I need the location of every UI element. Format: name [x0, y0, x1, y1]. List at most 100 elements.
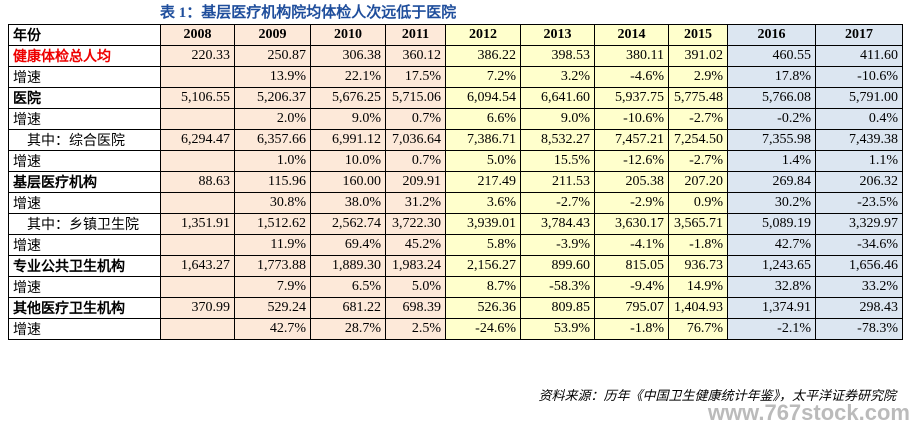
- table-cell: 0.7%: [385, 108, 446, 130]
- source-note: 资料来源：历年《中国卫生健康统计年鉴》，太平洋证券研究院: [538, 388, 896, 403]
- table-cell: 6,641.60: [520, 87, 595, 109]
- table-cell: -9.4%: [594, 276, 669, 298]
- table-cell: -58.3%: [520, 276, 595, 298]
- table-cell: -2.7%: [668, 150, 728, 172]
- table-cell: 8.7%: [445, 276, 521, 298]
- table-cell: 5,791.00: [815, 87, 903, 109]
- table-cell: -1.8%: [594, 318, 669, 340]
- table-cell: 298.43: [815, 297, 903, 319]
- table-cell: 5,766.08: [727, 87, 816, 109]
- table-cell: -78.3%: [815, 318, 903, 340]
- table-cell: 6.5%: [310, 276, 386, 298]
- table-cell: 5,775.48: [668, 87, 728, 109]
- table-cell: 其他医疗卫生机构: [8, 297, 161, 319]
- table-cell: 5,715.06: [385, 87, 446, 109]
- table-cell: -2.7%: [520, 192, 595, 214]
- table-cell: 398.53: [520, 45, 595, 67]
- table-cell: 0.7%: [385, 150, 446, 172]
- table-cell: 30.8%: [234, 192, 311, 214]
- table-cell: 7.2%: [445, 66, 521, 88]
- table-cell: 增速: [8, 234, 161, 256]
- table-cell: 7,254.50: [668, 129, 728, 151]
- table-cell: 3.6%: [445, 192, 521, 214]
- table-cell: 936.73: [668, 255, 728, 277]
- table-cell: 1,374.91: [727, 297, 816, 319]
- table-cell: 9.0%: [520, 108, 595, 130]
- table-cell: 1,351.91: [160, 213, 235, 235]
- table-row: 健康体检总人均 220.33 250.87 306.38 360.12 386.22 398…: [8, 45, 903, 67]
- table-cell: [160, 150, 235, 172]
- table-cell: 5,937.75: [594, 87, 669, 109]
- table-cell: -24.6%: [445, 318, 521, 340]
- table-cell: 2009: [234, 24, 311, 46]
- table-cell: 1,243.65: [727, 255, 816, 277]
- table-cell: 1,643.27: [160, 255, 235, 277]
- table-cell: 2013: [520, 24, 595, 46]
- table-cell: 增速: [8, 192, 161, 214]
- table-cell: 526.36: [445, 297, 521, 319]
- table-cell: 3,329.97: [815, 213, 903, 235]
- table-cell: 6,294.47: [160, 129, 235, 151]
- table-cell: -12.6%: [594, 150, 669, 172]
- table-cell: 专业公共卫生机构: [8, 255, 161, 277]
- table-cell: 增速: [8, 108, 161, 130]
- table-cell: 1,889.30: [310, 255, 386, 277]
- table-row: 增速 42.7% 28.7% 2.5% -24.6% 53.9% -1.8% 76.7% -2.…: [8, 318, 903, 340]
- table-row: 增速 2.0% 9.0% 0.7% 6.6% 9.0% -10.6% -2.7% -0.2% 0.…: [8, 108, 903, 130]
- table-cell: 2008: [160, 24, 235, 46]
- table-cell: 2.5%: [385, 318, 446, 340]
- table-cell: 2010: [310, 24, 386, 46]
- table-cell: 7,386.71: [445, 129, 521, 151]
- table-cell: 5,106.55: [160, 87, 235, 109]
- table-cell: 健康体检总人均: [8, 45, 161, 67]
- table-cell: 1,983.24: [385, 255, 446, 277]
- table-cell: 22.1%: [310, 66, 386, 88]
- table-cell: -4.6%: [594, 66, 669, 88]
- table-cell: 2,562.74: [310, 213, 386, 235]
- table-cell: 681.22: [310, 297, 386, 319]
- table-cell: -23.5%: [815, 192, 903, 214]
- table-cell: 5,206.37: [234, 87, 311, 109]
- table-cell: 2.0%: [234, 108, 311, 130]
- table-cell: 698.39: [385, 297, 446, 319]
- table-cell: 411.60: [815, 45, 903, 67]
- table-cell: 2011: [385, 24, 446, 46]
- table-cell: 815.05: [594, 255, 669, 277]
- table-cell: 增速: [8, 150, 161, 172]
- table-row: 基层医疗机构 88.63 115.96 160.00 209.91 217.49 211.5…: [8, 171, 903, 193]
- table-cell: 220.33: [160, 45, 235, 67]
- table-cell: 增速: [8, 66, 161, 88]
- table-cell: 17.5%: [385, 66, 446, 88]
- table-cell: 28.7%: [310, 318, 386, 340]
- table-cell: 1.4%: [727, 150, 816, 172]
- table-row: 增速 1.0% 10.0% 0.7% 5.0% 15.5% -12.6% -2.7% 1.4% 1…: [8, 150, 903, 172]
- table-cell: 5.0%: [445, 150, 521, 172]
- table-cell: 160.00: [310, 171, 386, 193]
- table-cell: 7,457.21: [594, 129, 669, 151]
- table-cell: 6,094.54: [445, 87, 521, 109]
- table-cell: 3,565.71: [668, 213, 728, 235]
- table-cell: 10.0%: [310, 150, 386, 172]
- table-cell: -0.2%: [727, 108, 816, 130]
- table-cell: 2015: [668, 24, 728, 46]
- table-cell: 其中：综合医院: [8, 129, 161, 151]
- table-cell: 13.9%: [234, 66, 311, 88]
- table-cell: 45.2%: [385, 234, 446, 256]
- table-cell: 1,512.62: [234, 213, 311, 235]
- table-cell: 0.4%: [815, 108, 903, 130]
- table-row: 其他医疗卫生机构 370.99 529.24 681.22 698.39 526.36 80…: [8, 297, 903, 319]
- table-cell: 32.8%: [727, 276, 816, 298]
- table-cell: 11.9%: [234, 234, 311, 256]
- table-cell: 206.32: [815, 171, 903, 193]
- table-cell: 3,939.01: [445, 213, 521, 235]
- table-cell: 1.0%: [234, 150, 311, 172]
- table-cell: 7,036.64: [385, 129, 446, 151]
- table-cell: 5.8%: [445, 234, 521, 256]
- table-cell: 3,722.30: [385, 213, 446, 235]
- table-cell: 380.11: [594, 45, 669, 67]
- table-cell: 69.4%: [310, 234, 386, 256]
- table-row: 增速 30.8% 38.0% 31.2% 3.6% -2.7% -2.9% 0.9% 30.2%…: [8, 192, 903, 214]
- table-cell: 31.2%: [385, 192, 446, 214]
- table-cell: 5,676.25: [310, 87, 386, 109]
- table-cell: 360.12: [385, 45, 446, 67]
